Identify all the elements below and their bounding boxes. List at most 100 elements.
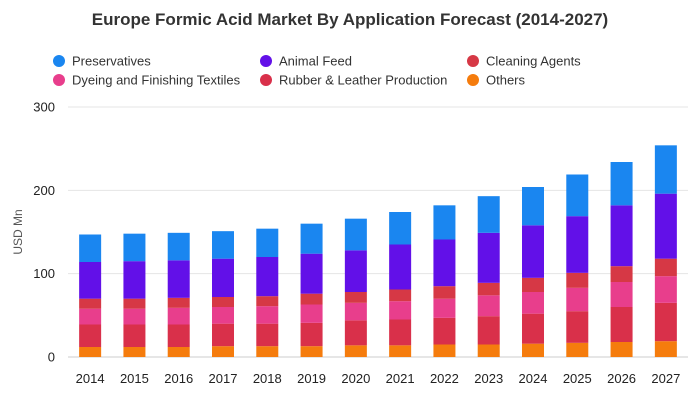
bar-stack-2015 bbox=[123, 233, 146, 357]
bar-segment-dyeing-and-finishing-textiles bbox=[344, 302, 367, 321]
bar-segment-preservatives bbox=[256, 228, 279, 257]
y-axis-title: USD Mn bbox=[11, 209, 25, 254]
x-tick-label: 2026 bbox=[607, 371, 636, 386]
bar-segment-animal-feed bbox=[433, 239, 456, 287]
bar-segment-preservatives bbox=[212, 231, 234, 259]
y-tick-label: 0 bbox=[48, 350, 55, 365]
bar-segment-cleaning-agents bbox=[522, 277, 544, 292]
legend-label: Dyeing and Finishing Textiles bbox=[72, 73, 241, 88]
bar-segment-preservatives bbox=[300, 223, 323, 254]
bar-segment-animal-feed bbox=[212, 258, 234, 297]
bar-stack-2020 bbox=[344, 218, 367, 357]
bar-stack-2024 bbox=[522, 187, 544, 357]
bar-segment-preservatives bbox=[389, 212, 412, 245]
bar-segment-dyeing-and-finishing-textiles bbox=[389, 301, 412, 320]
bar-segment-dyeing-and-finishing-textiles bbox=[212, 307, 234, 324]
bar-stack-2018 bbox=[256, 228, 279, 357]
bar-segment-animal-feed bbox=[566, 216, 589, 273]
legend-item-rubber-and-leather-production[interactable]: Rubber & Leather Production bbox=[260, 73, 447, 88]
bar-stack-2019 bbox=[300, 223, 323, 357]
bar-segment-cleaning-agents bbox=[256, 296, 279, 307]
bar-segment-preservatives bbox=[610, 162, 633, 206]
bar-segment-animal-feed bbox=[477, 232, 500, 283]
legend-label: Preservatives bbox=[72, 54, 151, 69]
bar-segment-animal-feed bbox=[300, 253, 323, 294]
bar-segment-rubber-and-leather-production bbox=[167, 324, 190, 347]
legend-item-preservatives[interactable]: Preservatives bbox=[53, 54, 151, 69]
bar-segment-others bbox=[654, 341, 677, 357]
bar-stack-2017 bbox=[212, 231, 234, 357]
x-tick-label: 2018 bbox=[253, 371, 282, 386]
legend-swatch bbox=[467, 74, 479, 86]
x-tick-label: 2024 bbox=[519, 371, 548, 386]
bar-segment-cleaning-agents bbox=[610, 266, 633, 282]
bar-segment-cleaning-agents bbox=[300, 293, 323, 305]
legend-label: Others bbox=[486, 73, 526, 88]
bar-segment-dyeing-and-finishing-textiles bbox=[256, 306, 279, 324]
bar-segment-dyeing-and-finishing-textiles bbox=[123, 308, 146, 325]
bar-stack-2023 bbox=[477, 196, 500, 357]
bar-segment-others bbox=[344, 345, 367, 357]
bar-segment-others bbox=[256, 346, 279, 357]
bar-segment-rubber-and-leather-production bbox=[433, 317, 456, 345]
bar-segment-dyeing-and-finishing-textiles bbox=[477, 295, 500, 317]
legend-label: Animal Feed bbox=[279, 54, 352, 69]
bar-segment-cleaning-agents bbox=[79, 298, 102, 309]
bar-segment-animal-feed bbox=[123, 261, 146, 299]
bar-segment-rubber-and-leather-production bbox=[610, 307, 633, 342]
x-axis-ticks: 2014 2015 2016 2017 2018 2019 2020 2021 2022 2023… bbox=[76, 371, 681, 386]
bar-stack-2016 bbox=[167, 232, 190, 357]
bar-segment-others bbox=[79, 347, 102, 357]
bar-stack-2014 bbox=[79, 234, 102, 357]
x-tick-label: 2023 bbox=[474, 371, 503, 386]
legend-swatch bbox=[53, 74, 65, 86]
bar-segment-preservatives bbox=[522, 187, 544, 226]
bar-segment-others bbox=[477, 344, 500, 357]
chart-title: Europe Formic Acid Market By Application… bbox=[92, 10, 608, 29]
y-tick-label: 100 bbox=[33, 266, 55, 281]
legend: Preservatives Animal Feed Cleaning Agents D… bbox=[53, 54, 581, 88]
bar-segment-dyeing-and-finishing-textiles bbox=[566, 287, 589, 312]
bar-segment-cleaning-agents bbox=[344, 292, 367, 303]
x-tick-label: 2015 bbox=[120, 371, 149, 386]
bar-segment-others bbox=[566, 342, 589, 357]
x-tick-label: 2017 bbox=[209, 371, 238, 386]
bar-segment-cleaning-agents bbox=[123, 298, 146, 309]
bar-segment-others bbox=[123, 347, 146, 357]
bar-segment-cleaning-agents bbox=[654, 258, 677, 277]
legend-swatch bbox=[53, 55, 65, 67]
bar-segment-rubber-and-leather-production bbox=[300, 322, 323, 347]
legend-item-dyeing-and-finishing-textiles[interactable]: Dyeing and Finishing Textiles bbox=[53, 73, 241, 88]
bar-segment-rubber-and-leather-production bbox=[344, 320, 367, 346]
bar-segment-preservatives bbox=[123, 233, 146, 262]
bar-segment-cleaning-agents bbox=[433, 286, 456, 299]
bar-segment-preservatives bbox=[477, 196, 500, 233]
x-tick-label: 2021 bbox=[386, 371, 415, 386]
bar-segment-animal-feed bbox=[167, 260, 190, 298]
x-tick-label: 2027 bbox=[651, 371, 680, 386]
bar-segment-others bbox=[212, 346, 234, 357]
legend-item-cleaning-agents[interactable]: Cleaning Agents bbox=[467, 54, 581, 69]
bar-segment-dyeing-and-finishing-textiles bbox=[522, 292, 544, 314]
bar-segment-rubber-and-leather-production bbox=[566, 311, 589, 343]
bar-stack-2025 bbox=[566, 174, 589, 357]
bar-segment-rubber-and-leather-production bbox=[212, 323, 234, 347]
bar-segment-rubber-and-leather-production bbox=[654, 302, 677, 342]
bar-segment-rubber-and-leather-production bbox=[123, 324, 146, 347]
bar-segment-dyeing-and-finishing-textiles bbox=[300, 304, 323, 323]
legend-label: Cleaning Agents bbox=[486, 54, 581, 69]
bar-stack-2022 bbox=[433, 205, 456, 357]
bar-segment-animal-feed bbox=[522, 225, 544, 278]
legend-item-others[interactable]: Others bbox=[467, 73, 526, 88]
bar-segment-others bbox=[610, 342, 633, 357]
bar-segment-others bbox=[167, 347, 190, 357]
legend-swatch bbox=[260, 74, 272, 86]
bar-segment-preservatives bbox=[79, 234, 102, 262]
bar-segment-others bbox=[389, 345, 412, 357]
bar-segment-cleaning-agents bbox=[167, 297, 190, 308]
legend-swatch bbox=[260, 55, 272, 67]
bar-segment-animal-feed bbox=[389, 244, 412, 290]
legend-item-animal-feed[interactable]: Animal Feed bbox=[260, 54, 352, 69]
